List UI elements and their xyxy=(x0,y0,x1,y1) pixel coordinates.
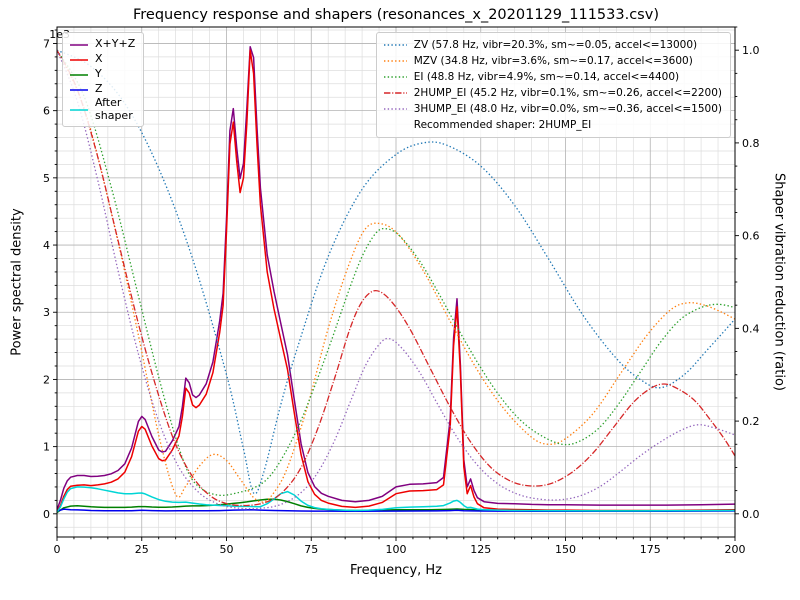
legend-line-sample xyxy=(70,43,88,46)
x-tick-label: 125 xyxy=(470,543,491,556)
y-right-tick-label: 0.8 xyxy=(742,137,760,150)
legend-psd: X+Y+Z X Y Z After shaper xyxy=(62,32,145,128)
x-tick-label: 200 xyxy=(725,543,746,556)
y-left-tick-label: 1 xyxy=(43,441,50,454)
legend-line-sample xyxy=(70,88,88,91)
legend-line-sample xyxy=(70,58,88,61)
legend-item-y: Y xyxy=(69,67,135,82)
series-zv xyxy=(57,49,735,495)
y-left-tick-label: 0 xyxy=(43,508,50,521)
series-z xyxy=(57,508,735,513)
legend-shapers: ZV (57.8 Hz, vibr=20.3%, sm~=0.05, accel… xyxy=(375,32,731,138)
legend-line-sample xyxy=(383,76,407,78)
y-right-tick-label: 0.2 xyxy=(742,415,760,428)
legend-item-x-y-z: X+Y+Z xyxy=(69,37,135,52)
x-tick-label: 25 xyxy=(135,543,149,556)
y-right-tick-label: 0.4 xyxy=(742,322,760,335)
series-after-shaper xyxy=(57,486,735,513)
y-left-tick-label: 5 xyxy=(43,172,50,185)
legend-item-ei: EI (48.8 Hz, vibr=4.9%, sm~=0.14, accel<… xyxy=(383,69,722,85)
legend-line-sample xyxy=(70,73,88,76)
legend-item-x: X xyxy=(69,52,135,67)
y-left-tick-label: 3 xyxy=(43,306,50,319)
legend-line-sample xyxy=(383,92,407,94)
series-x-y-z xyxy=(57,46,735,511)
y-right-tick-label: 0.0 xyxy=(742,508,760,521)
legend-label: ZV (57.8 Hz, vibr=20.3%, sm~=0.05, accel… xyxy=(413,38,698,51)
series-2hump-ei xyxy=(57,49,735,507)
legend-item-after-shaper: After shaper xyxy=(69,96,135,122)
y-axis-label-right: Shaper vibration reduction (ratio) xyxy=(771,173,787,391)
chart-title: Frequency response and shapers (resonanc… xyxy=(133,7,659,23)
y-axis-label-left: Power spectral density xyxy=(9,208,25,356)
legend-line-sample xyxy=(383,44,407,46)
series-x xyxy=(57,49,735,513)
x-tick-label: 175 xyxy=(640,543,661,556)
tick-marks xyxy=(53,26,739,541)
legend-item-z: Z xyxy=(69,82,135,97)
x-tick-label: 100 xyxy=(386,543,407,556)
legend-label: Z xyxy=(95,82,103,96)
legend-item-recommended-shaper-note: Recommended shaper: 2HUMP_EI xyxy=(383,117,722,133)
legend-label: Y xyxy=(95,67,102,81)
x-tick-label: 0 xyxy=(54,543,61,556)
x-tick-label: 50 xyxy=(220,543,234,556)
legend-label: X xyxy=(95,52,103,66)
series-y xyxy=(57,498,735,514)
legend-line-sample xyxy=(383,60,407,62)
y-left-tick-label: 7 xyxy=(43,37,50,50)
series-layer xyxy=(57,46,735,514)
y-left-tick-label: 6 xyxy=(43,105,50,118)
legend-label: After shaper xyxy=(95,96,133,122)
legend-line-sample xyxy=(383,108,407,110)
x-tick-label: 75 xyxy=(304,543,318,556)
x-axis-label: Frequency, Hz xyxy=(349,563,443,578)
legend-label: 2HUMP_EI (45.2 Hz, vibr=0.1%, sm~=0.26, … xyxy=(413,86,722,99)
tick-labels: 0 25 50 75 100 125 150 175 200 0 1 2 3 4 5 6 7 0.0 0.2 0.4 0… xyxy=(43,37,760,556)
series-ei xyxy=(57,49,735,497)
legend-label: EI (48.8 Hz, vibr=4.9%, sm~=0.14, accel<… xyxy=(413,70,680,83)
legend-line-sample xyxy=(70,108,88,111)
y-left-tick-label: 2 xyxy=(43,373,50,386)
y-right-tick-label: 1.0 xyxy=(742,44,760,57)
series-mzv xyxy=(57,49,735,503)
legend-item-mzv: MZV (34.8 Hz, vibr=3.6%, sm~=0.17, accel… xyxy=(383,53,722,69)
series-3hump-ei xyxy=(57,49,735,510)
legend-item-zv: ZV (57.8 Hz, vibr=20.3%, sm~=0.05, accel… xyxy=(383,37,722,53)
legend-label: 3HUMP_EI (48.0 Hz, vibr=0.0%, sm~=0.36, … xyxy=(413,102,722,115)
legend-label: MZV (34.8 Hz, vibr=3.6%, sm~=0.17, accel… xyxy=(413,54,693,67)
legend-item-3hump-ei: 3HUMP_EI (48.0 Hz, vibr=0.0%, sm~=0.36, … xyxy=(383,101,722,117)
y-right-tick-label: 0.6 xyxy=(742,230,760,243)
legend-item-2hump-ei: 2HUMP_EI (45.2 Hz, vibr=0.1%, sm~=0.26, … xyxy=(383,85,722,101)
legend-label: X+Y+Z xyxy=(95,37,136,51)
legend-label: Recommended shaper: 2HUMP_EI xyxy=(413,118,592,131)
x-tick-label: 150 xyxy=(555,543,576,556)
y-left-tick-label: 4 xyxy=(43,239,50,252)
